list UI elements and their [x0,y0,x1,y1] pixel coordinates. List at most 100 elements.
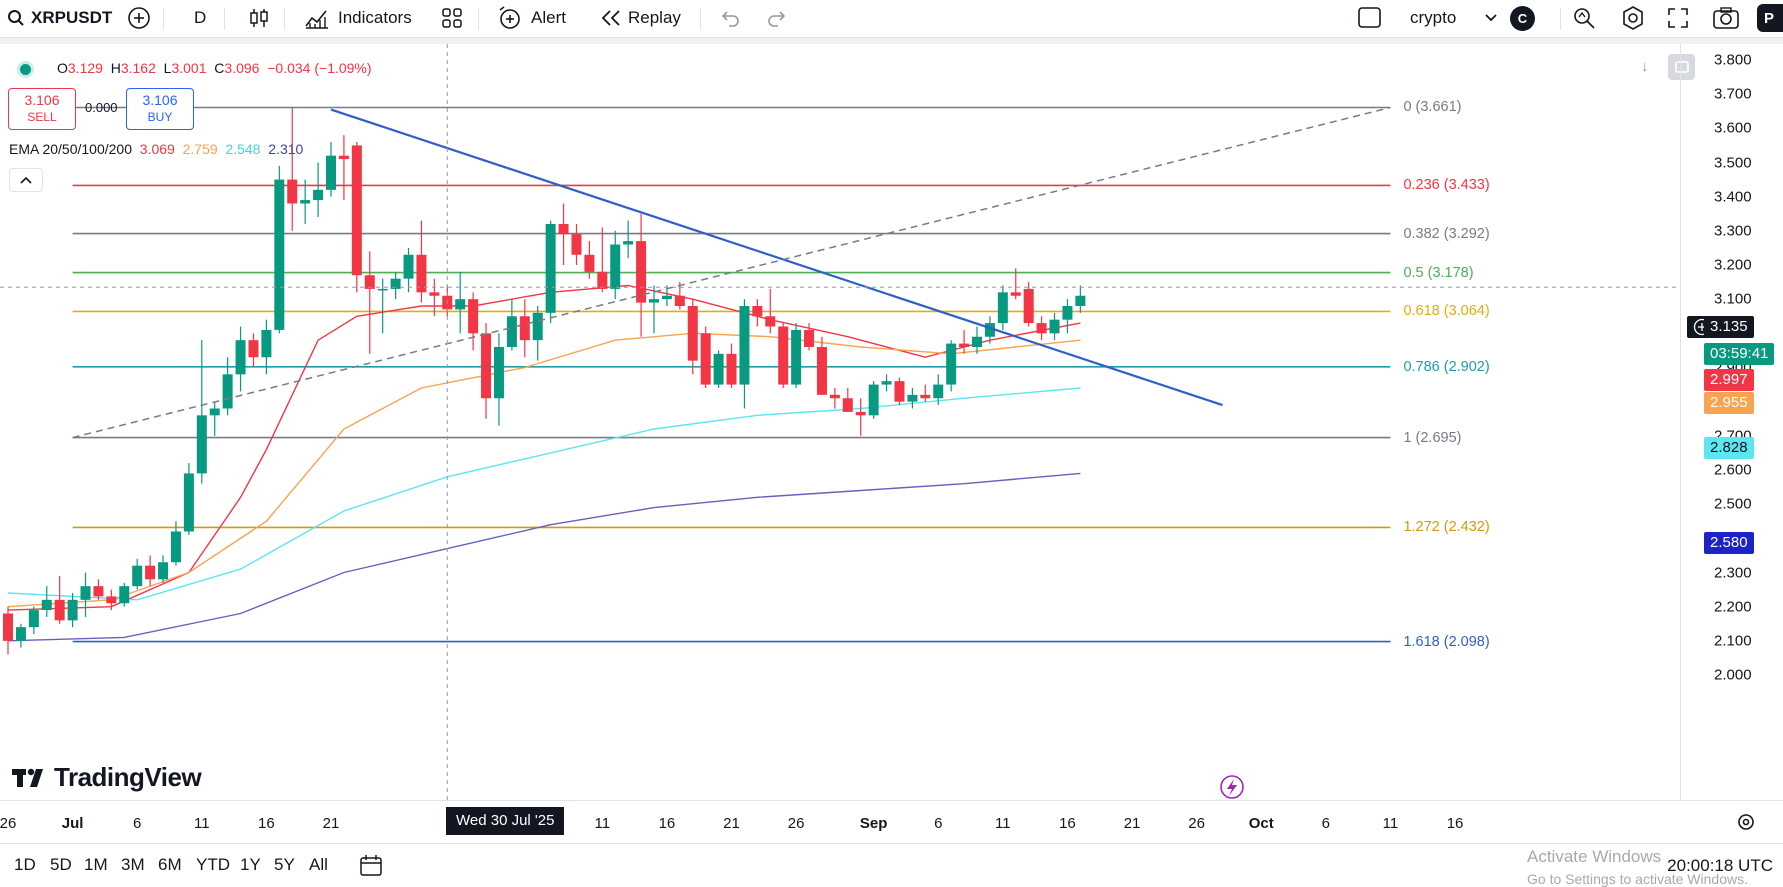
candle-body [868,384,879,416]
candle-body [28,610,39,628]
alert-button[interactable]: Alert [497,0,566,36]
time-tick-label: 6 [934,815,943,832]
arrow-down-icon[interactable]: ↓ [1641,58,1649,75]
candle [842,388,853,412]
time-axis[interactable]: 26Jul61116212611162126Sep611162126Oct611… [0,800,1783,842]
candle-body [403,254,414,279]
ema-legend[interactable]: EMA 20/50/100/200 3.069 2.759 2.548 2.31… [9,141,303,157]
candle-body [842,398,853,412]
candle-body [390,278,401,289]
collapse-legend-button[interactable] [9,168,43,192]
rewind-icon [601,10,620,26]
candle [28,606,39,634]
candle-body [481,333,492,399]
tradingview-logo[interactable]: TradingView [12,762,202,793]
alert-label: Alert [531,8,566,27]
candle [752,299,763,327]
layout-toggle-button[interactable] [1357,0,1383,36]
redo-button[interactable] [766,0,788,36]
candle-body [377,288,388,291]
candle-body [674,295,685,306]
range-button-all[interactable]: All [309,855,328,874]
lightning-icon[interactable] [1220,775,1244,799]
undo-button[interactable] [719,0,741,36]
candle-body [106,596,117,604]
snapshot-button[interactable] [1712,0,1740,36]
calendar-icon[interactable] [358,854,384,878]
scale-toggle-button[interactable] [1668,54,1695,80]
candle-body [713,353,724,385]
ema-title: EMA 20/50/100/200 [9,141,132,157]
candle [907,388,918,409]
plus-circle-icon [128,7,150,29]
templates-button[interactable] [441,0,463,36]
range-button-1d[interactable]: 1D [14,855,36,874]
range-button-1m[interactable]: 1M [84,855,108,874]
candle [816,336,827,395]
candle [1049,312,1060,341]
axis-settings-gear-icon[interactable] [1736,812,1756,832]
buy-button[interactable]: 3.106 BUY [126,88,194,130]
replay-button[interactable]: Replay [600,0,681,36]
candle-body [222,374,233,409]
layout-menu-button[interactable]: crypto [1410,0,1498,36]
price-tick-label: 3.600 [1714,119,1752,137]
settings-button[interactable] [1620,0,1646,36]
range-button-ytd[interactable]: YTD [196,855,230,874]
candle-body [726,353,737,385]
price-tick-label: 3.700 [1714,85,1752,103]
symbol-search[interactable]: XRPUSDT [7,0,112,36]
candle-body [920,394,931,399]
indicators-button[interactable]: Indicators [304,0,412,36]
compare-symbol-button[interactable] [127,0,151,36]
trendlines[interactable] [72,106,1391,439]
price-tick-label: 3.400 [1714,188,1752,206]
candle [545,220,556,324]
close-value: 3.096 [224,60,260,76]
ema20-price-tag: 2.997 [1704,369,1754,391]
time-tick-label: 11 [194,815,210,832]
price-tick-label: 3.100 [1714,290,1752,308]
range-button-5y[interactable]: 5Y [274,855,295,874]
candle [946,340,957,392]
interval-button[interactable]: D [194,0,206,36]
range-button-1y[interactable]: 1Y [240,855,261,874]
candle-body [119,586,130,604]
quick-search-button[interactable] [1571,0,1597,36]
candle-body [1010,292,1021,296]
price-axis[interactable]: 3.800 3.700 3.600 3.500 3.400 3.300 3.200 3.100… [1680,44,1783,800]
candle-body [661,295,672,300]
range-button-5d[interactable]: 5D [50,855,72,874]
candle [326,142,336,197]
candle-body [170,531,181,563]
candle [959,329,970,354]
chart-type-button[interactable] [248,0,270,36]
candle [235,326,246,392]
candle [726,343,737,388]
publish-button[interactable]: P [1757,0,1783,36]
candle [158,555,169,583]
time-tick-label: 16 [258,815,275,832]
candle-body [364,275,375,289]
range-button-6m[interactable]: 6M [158,855,182,874]
candle-body [248,340,259,358]
candle [765,288,776,334]
crosshair [0,44,1680,800]
price-tick-label: 3.200 [1714,256,1752,274]
range-button-3m[interactable]: 3M [121,855,145,874]
price-chart[interactable] [0,44,1680,800]
candle [791,323,802,388]
change-value: −0.034 (−1.09%) [267,60,372,76]
sell-button[interactable]: 3.106 SELL [8,88,76,130]
utc-clock[interactable]: 20:00:18 UTC [1667,856,1773,875]
candle [196,340,207,484]
fullscreen-button[interactable] [1666,0,1690,36]
toolbar-separator [0,38,1783,44]
candle-body [907,394,918,402]
candle-body [15,627,26,641]
candle [455,271,466,334]
trendline-fib-diagonal [72,106,1391,439]
candle [338,135,349,201]
avatar[interactable]: C [1510,0,1535,36]
candle [933,374,944,406]
